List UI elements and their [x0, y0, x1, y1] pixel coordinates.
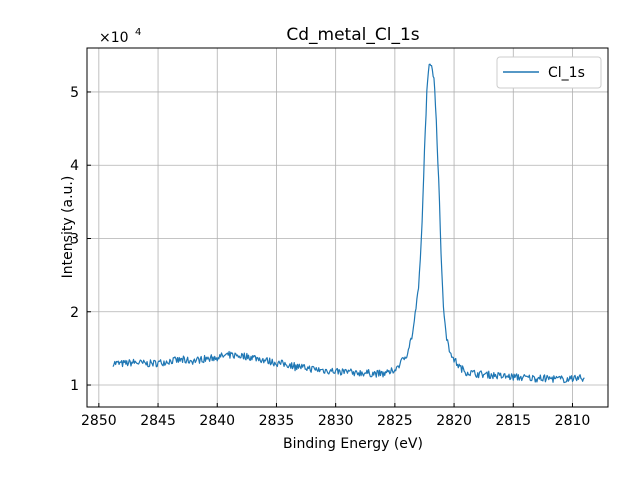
grid-lines — [87, 48, 608, 407]
x-tick-label: 2815 — [495, 413, 531, 429]
series-layer — [112, 63, 585, 384]
y-tick-label: 3 — [70, 231, 79, 247]
x-tick-label: 2835 — [259, 413, 295, 429]
y-tick-label: 2 — [70, 305, 79, 321]
y-tick-label: 4 — [70, 158, 79, 174]
y-multiplier-base: ×10 — [99, 30, 129, 46]
x-tick-label: 2850 — [81, 413, 117, 429]
x-axis-label: Binding Energy (eV) — [283, 436, 423, 452]
legend-box — [496, 56, 602, 89]
x-tick-label: 2830 — [318, 413, 354, 429]
x-tick-label: 2825 — [377, 413, 413, 429]
x-tick-label: 2820 — [436, 413, 472, 429]
x-tick-label: 2845 — [140, 413, 176, 429]
legend-label-cl-1s: Cl_1s — [548, 65, 585, 81]
series-line-cl-1s — [112, 63, 585, 384]
legend: Cl_1s — [496, 56, 602, 89]
y-tick-label: 1 — [70, 378, 79, 394]
tick-layer: 2850 2845 2840 2835 2830 2825 2820 2815 2810 1 2 3 4… — [70, 85, 590, 429]
x-tick-label: 2840 — [199, 413, 235, 429]
y-tick-label: 5 — [70, 85, 79, 101]
x-tick-label: 2810 — [555, 413, 591, 429]
y-multiplier-exponent: 4 — [135, 27, 141, 38]
chart-title: Cd_metal_Cl_1s — [286, 25, 419, 45]
y-axis-multiplier: ×10 4 — [99, 27, 141, 46]
y-axis-label: Intensity (a.u.) — [60, 176, 76, 279]
plot-frame — [86, 47, 609, 408]
